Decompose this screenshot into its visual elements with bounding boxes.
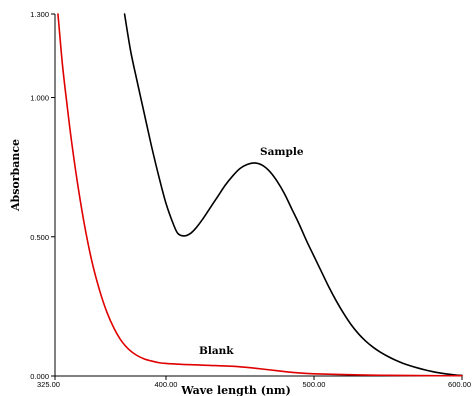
x-ticks: 325.00 400.00 500.00 600.00	[37, 376, 471, 389]
series-line-blank	[57, 13, 463, 377]
series-line-sample	[123, 13, 463, 377]
y-ticks: 0.000 0.500 1.000 1.300	[30, 10, 55, 381]
y-tick-label: 0.000	[30, 372, 49, 381]
x-tick-label: 500.00	[303, 380, 326, 389]
x-tick-label: 600.00	[448, 380, 471, 389]
x-tick-label: 400.00	[155, 380, 178, 389]
y-tick-label: 0.500	[30, 233, 49, 242]
series-label-blank: Blank	[199, 345, 234, 357]
y-tick-label: 1.300	[30, 10, 49, 19]
x-axis-title: Wave length (nm)	[180, 384, 291, 396]
y-axis-title: Absorbance	[9, 139, 22, 212]
series-layer	[57, 13, 463, 377]
y-tick-label: 1.000	[30, 94, 49, 103]
x-tick-label: 325.00	[37, 380, 60, 389]
series-label-sample: Sample	[260, 146, 304, 158]
